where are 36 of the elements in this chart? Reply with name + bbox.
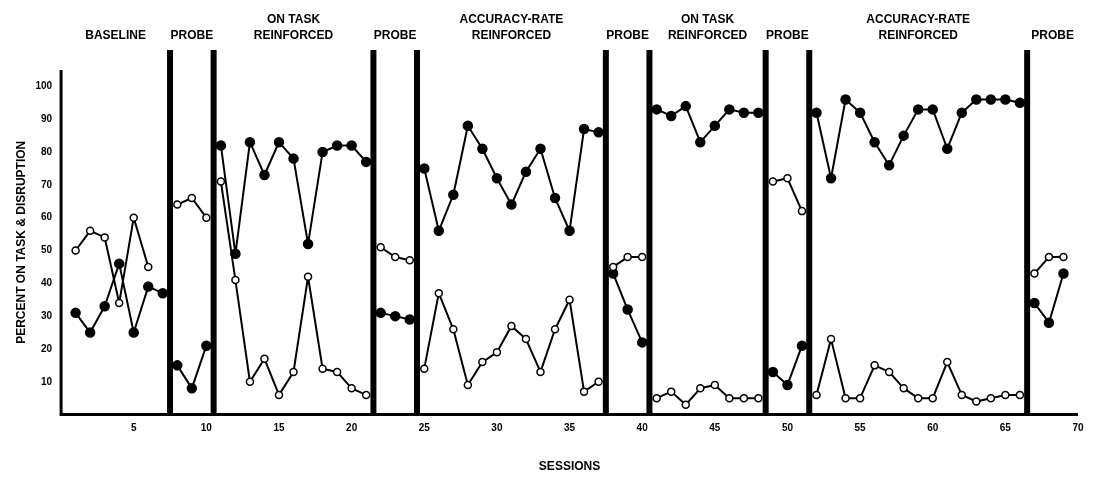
y-tick-label: 60 xyxy=(40,211,53,223)
x-tick-label: 25 xyxy=(418,422,431,434)
y-tick-label: 100 xyxy=(35,80,53,92)
y-tick-label: 80 xyxy=(40,145,53,157)
x-axis-title: SESSIONS xyxy=(538,459,601,474)
y-tick-label: 90 xyxy=(40,112,53,124)
x-tick-label: 50 xyxy=(781,422,794,434)
text: BASELINE xyxy=(85,28,146,43)
x-tick-label: 15 xyxy=(273,422,285,434)
x-tick-label: 30 xyxy=(491,422,503,434)
text: PROBE xyxy=(373,28,417,43)
x-tick-label: 70 xyxy=(1072,422,1084,434)
y-tick-label: 40 xyxy=(40,277,53,289)
x-tick-label: 60 xyxy=(927,422,939,434)
x-tick-label: 35 xyxy=(563,422,576,434)
y-tick-label: 20 xyxy=(40,342,53,354)
y-tick-label: 70 xyxy=(40,178,53,190)
x-tick-label: 55 xyxy=(854,422,867,434)
x-tick-label: 5 xyxy=(130,422,137,434)
text: PROBE xyxy=(1031,28,1074,43)
x-tick-label: 65 xyxy=(999,422,1012,434)
y-tick-label: 30 xyxy=(40,309,53,321)
text: ON TASK REINFORCED xyxy=(253,12,334,43)
text: PROBE xyxy=(606,28,649,43)
text: PROBE xyxy=(170,28,214,43)
x-tick-label: 20 xyxy=(346,422,358,434)
y-axis-title: PERCENT ON TASK & DISRUPTION xyxy=(13,140,28,344)
x-tick-label: 45 xyxy=(709,422,721,434)
y-tick-label: 10 xyxy=(40,375,53,387)
text: ON TASK REINFORCED xyxy=(667,12,748,43)
text: PROBE xyxy=(766,28,809,43)
x-tick-label: 40 xyxy=(636,422,649,434)
text: ACCURACY-RATE REINFORCED xyxy=(459,12,564,43)
y-tick-label: 50 xyxy=(40,244,53,256)
text: ACCURACY-RATE REINFORCED xyxy=(866,12,971,43)
x-tick-label: 10 xyxy=(200,422,213,434)
